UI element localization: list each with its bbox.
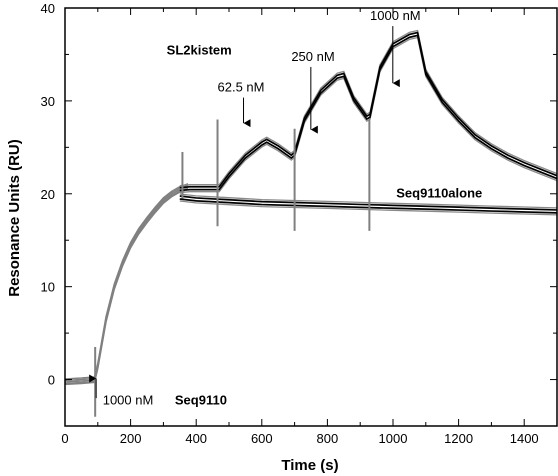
replicate-trace	[179, 193, 557, 209]
association-trace-2	[65, 184, 189, 382]
association-trace-5	[65, 188, 189, 386]
x-tick-label: 1200	[444, 431, 473, 446]
y-tick-label: 10	[41, 280, 55, 295]
fit-line	[179, 34, 557, 192]
x-tick-label: 1000	[379, 431, 408, 446]
annotation-label: SL2kistem	[167, 42, 232, 57]
y-tick-label: 0	[48, 373, 55, 388]
series-Seq9110alone	[179, 193, 557, 216]
y-tick-label: 30	[41, 94, 55, 109]
annotation-label: 62.5 nM	[218, 80, 265, 95]
axes: 0 200 400 600 800 1000 1200 1400 0 10 20 30 40	[41, 1, 558, 446]
annotation-label: Seq9110alone	[396, 185, 482, 200]
annotation-label: Seq9110	[175, 393, 227, 408]
x-tick-label: 1400	[510, 431, 539, 446]
association-trace-4	[65, 187, 189, 385]
replicate-trace	[179, 200, 557, 216]
plot-frame	[64, 7, 558, 427]
x-tick-label: 0	[61, 431, 68, 446]
y-axis-title: Resonance Units (RU)	[6, 139, 23, 297]
data-layer	[65, 29, 557, 417]
annotation-layer: SL2kistem 62.5 nM 250 nM 1000 nM Seq9110alon…	[89, 8, 482, 408]
y-tick-label: 40	[41, 1, 55, 16]
x-tick-label: 400	[185, 431, 207, 446]
annotation-label: 250 nM	[291, 49, 334, 64]
fit-line	[179, 195, 557, 211]
association-trace-1	[65, 183, 189, 380]
annotation-label: 1000 nM	[103, 393, 154, 408]
x-tick-label: 800	[317, 431, 339, 446]
annotation-label: 1000 nM	[370, 8, 421, 23]
x-tick-label: 200	[120, 431, 142, 446]
series-SL2kistem	[179, 29, 557, 194]
association-trace-3	[65, 186, 189, 383]
x-tick-label: 600	[251, 431, 273, 446]
fit-line	[179, 198, 557, 214]
y-tick-label: 20	[41, 187, 55, 202]
x-axis-title: Time (s)	[281, 457, 338, 474]
fit-line	[179, 31, 557, 189]
